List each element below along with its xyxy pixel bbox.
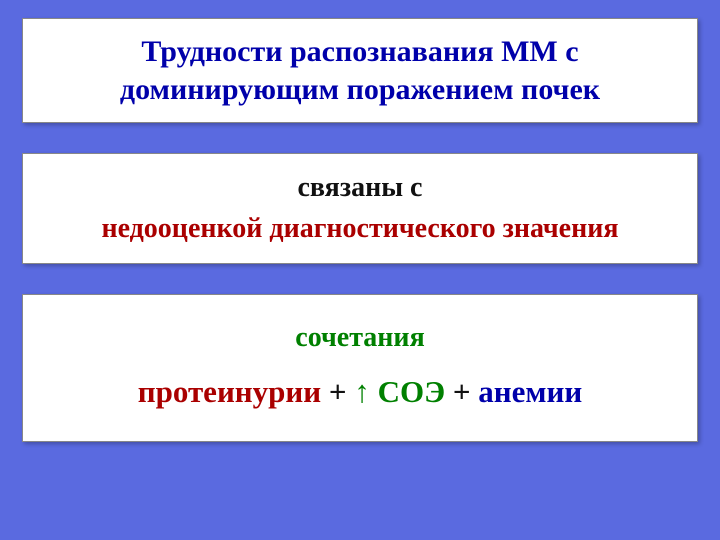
subtitle-panel: связаны с недооценкой диагностического з…: [22, 153, 698, 264]
term-anemia: анемии: [478, 374, 582, 409]
title-panel: Трудности распознавания ММ с доминирующи…: [22, 18, 698, 123]
slide-title: Трудности распознавания ММ с доминирующи…: [41, 33, 679, 108]
plus-2: +: [445, 374, 478, 409]
content-line-1: сочетания: [41, 313, 679, 363]
term-esr: СОЭ: [370, 374, 445, 409]
term-proteinuria: протеинурии: [138, 374, 321, 409]
content-line-2: протеинурии + ↑ СОЭ + анемии: [41, 364, 679, 420]
subtitle-line-2: недооценкой диагностического значения: [41, 209, 679, 250]
slide-background: Трудности распознавания ММ с доминирующи…: [0, 0, 720, 540]
subtitle-line-1: связаны с: [41, 168, 679, 209]
plus-1: +: [321, 374, 354, 409]
content-panel: сочетания протеинурии + ↑ СОЭ + анемии: [22, 294, 698, 442]
up-arrow-icon: ↑: [354, 374, 370, 409]
